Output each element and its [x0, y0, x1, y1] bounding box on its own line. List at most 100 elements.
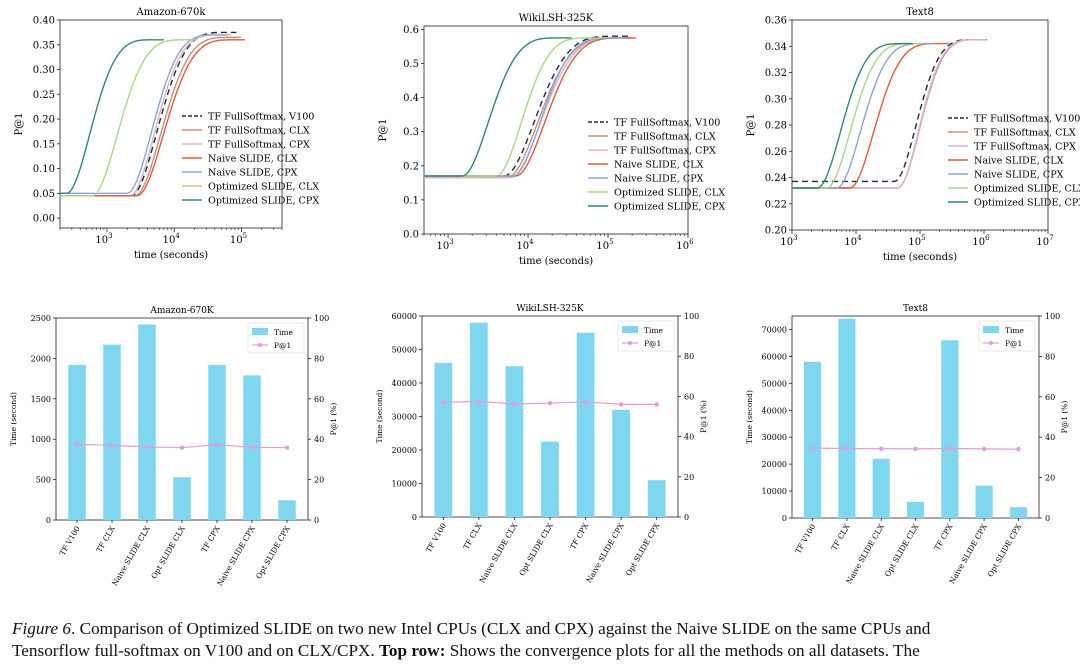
- legend-label-time: Time: [644, 326, 664, 335]
- legend-label: Optimized SLIDE, CPX: [614, 202, 725, 213]
- chart-title: Text8: [903, 304, 928, 314]
- y2-tick-label: 40: [314, 435, 324, 444]
- legend-label: TF FullSoftmax, CLX: [208, 126, 310, 137]
- y-tick-label: 0.36: [765, 16, 787, 27]
- series-line-4: [792, 42, 949, 189]
- legend-label: TF FullSoftmax, CPX: [208, 140, 310, 151]
- y2-tick-label: 100: [684, 312, 699, 321]
- legend-swatch-time: [622, 326, 638, 333]
- bar-1: [434, 362, 453, 517]
- x-tick-label: Opt SLIDE CPX: [624, 521, 662, 578]
- x-tick-label: Opt SLIDE CLX: [883, 522, 921, 578]
- y-tick-label: 0.4: [403, 93, 419, 104]
- y-tick-label: 10000: [392, 480, 417, 489]
- p1-point-4: [913, 446, 918, 452]
- y-tick-label: 0.5: [403, 59, 419, 70]
- x-tick-exponent: 6: [985, 234, 990, 242]
- x-tick-label: Naive SLIDE CLX: [844, 522, 886, 586]
- p1-point-7: [654, 402, 659, 407]
- x-tick-label: 104: [163, 232, 181, 246]
- series-line-5: [60, 34, 228, 195]
- bar-3: [872, 458, 890, 518]
- y-axis-label: Time (second): [745, 390, 754, 444]
- x-tick-label: Opt SLIDE CPX: [986, 522, 1024, 579]
- x-tick-exponent: 4: [175, 232, 180, 240]
- bar-7: [278, 500, 296, 520]
- x-tick-label: Naive SLIDE CPX: [947, 522, 989, 586]
- p1-point-3: [512, 401, 517, 407]
- bar-4: [541, 441, 559, 517]
- y-axis-label: Time (second): [9, 392, 18, 446]
- x-tick-exponent: 4: [529, 238, 534, 246]
- chart-title: WikiLSH-325K: [516, 304, 584, 314]
- y2-tick-label: 40: [684, 433, 694, 442]
- y-tick-label: 0.26: [765, 147, 787, 158]
- x-tick-exponent: 3: [108, 232, 112, 240]
- x-tick-label: 103: [436, 238, 453, 252]
- y2-tick-label: 60: [1045, 393, 1055, 402]
- x-tick-label: Opt SLIDE CLX: [149, 524, 187, 580]
- legend-label: TF FullSoftmax, CPX: [974, 142, 1076, 153]
- bar-1: [804, 361, 822, 518]
- y-tick-label: 1500: [31, 395, 51, 404]
- legend-swatch-time: [252, 328, 268, 335]
- y-tick-label: 40000: [762, 406, 787, 415]
- y-axis-label: Time (second): [375, 390, 384, 444]
- legend-label-time: Time: [274, 328, 294, 337]
- p1-point-4: [547, 401, 553, 406]
- legend-label: TF FullSoftmax, CLX: [974, 128, 1076, 139]
- x-tick-label: Naive SLIDE CLX: [478, 521, 520, 585]
- bar-6: [612, 409, 630, 517]
- y-tick-label: 70000: [762, 325, 787, 334]
- legend-label-p1: P@1: [1005, 339, 1022, 348]
- y-axis-label: P@1: [14, 112, 25, 135]
- series-line-7: [60, 39, 164, 195]
- x-tick-label: TF CLX: [95, 524, 117, 554]
- x-tick-label: Naive SLIDE CPX: [584, 521, 626, 585]
- y2-tick-label: 80: [314, 354, 324, 363]
- chart-title: Amazon-670K: [149, 306, 214, 316]
- y2-tick-label: 80: [1045, 352, 1055, 361]
- x-tick-label: 103: [95, 232, 112, 246]
- series-line-7: [792, 42, 913, 189]
- x-tick-label: 107: [1036, 234, 1053, 248]
- legend-label: Naive SLIDE, CLX: [208, 154, 298, 165]
- caption-line-1: Figure 6. Comparison of Optimized SLIDE …: [12, 618, 1072, 640]
- x-tick-exponent: 3: [793, 234, 797, 242]
- x-tick-label: 105: [908, 234, 925, 248]
- x-tick-exponent: 5: [609, 238, 613, 246]
- y-tick-label: 0.35: [33, 40, 55, 51]
- p1-point-6: [981, 446, 987, 452]
- chart-title: Text8: [906, 7, 934, 18]
- y-tick-label: 20000: [762, 460, 787, 469]
- series-line-3: [792, 39, 986, 189]
- legend-marker-p1: [989, 341, 993, 345]
- y-tick-label: 0.34: [765, 42, 787, 53]
- legend-marker-p1: [258, 343, 262, 347]
- y2-tick-label: 60: [684, 392, 694, 401]
- y2-tick-label: 0: [314, 516, 319, 525]
- y-tick-label: 0.10: [33, 164, 55, 175]
- legend-label: Optimized SLIDE, CPX: [974, 198, 1080, 209]
- legend-label: TF FullSoftmax, V100: [614, 118, 720, 129]
- y-tick-label: 2000: [31, 354, 51, 363]
- x-tick-label: 103: [780, 234, 797, 248]
- p1-point-1: [74, 442, 80, 447]
- y-tick-label: 0.40: [33, 16, 55, 27]
- p1-point-7: [284, 445, 290, 450]
- x-axis-label: time (seconds): [134, 250, 208, 261]
- y-tick-label: 2500: [31, 314, 51, 323]
- y2-tick-label: 80: [684, 352, 694, 361]
- y-tick-label: 50000: [392, 346, 417, 355]
- y-tick-label: 0.3: [403, 127, 419, 138]
- y2-tick-label: 100: [1045, 312, 1060, 321]
- line-chart-3: Text8 0.20 0.22 0.24 0.26 0.28 0.30 0.32 0.34 0.3…: [746, 7, 1080, 263]
- y2-tick-label: 60: [314, 395, 324, 404]
- x-tick-exponent: 5: [921, 234, 925, 242]
- plot-frame: [423, 25, 689, 235]
- bar-4: [173, 477, 191, 520]
- legend-label: TF FullSoftmax, V100: [208, 112, 314, 123]
- legend-label: Optimized SLIDE, CLX: [614, 188, 725, 199]
- x-tick-label: TF CLX: [461, 521, 483, 551]
